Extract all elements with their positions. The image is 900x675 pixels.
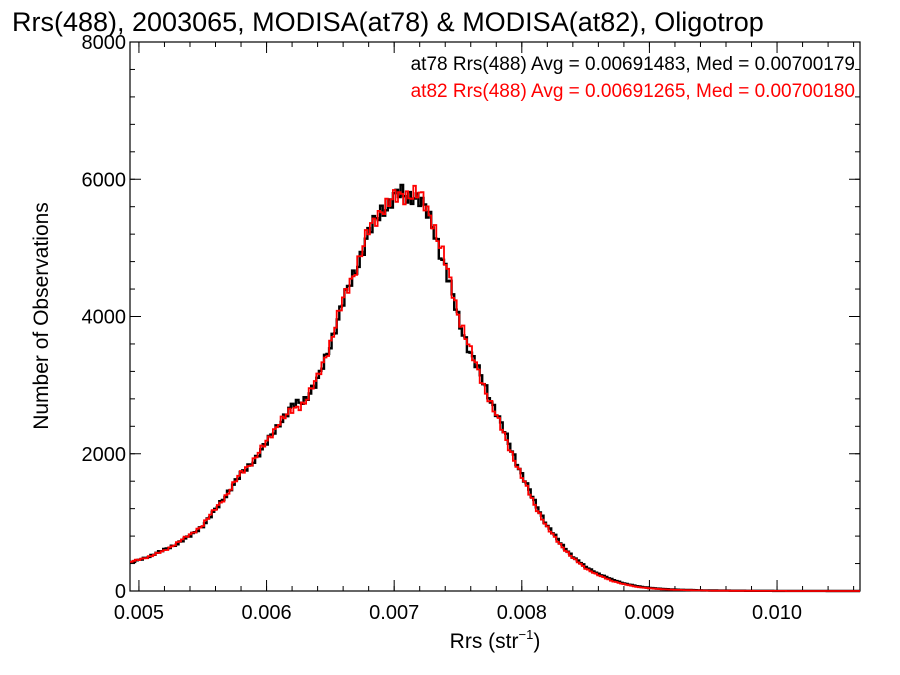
- x-axis-label-superscript: −1: [519, 627, 534, 642]
- y-tick-label: 6000: [82, 169, 127, 191]
- y-tick-label: 0: [115, 581, 126, 603]
- y-tick-label: 4000: [82, 307, 127, 329]
- x-tick-label: 0.010: [752, 602, 802, 624]
- x-tick-label: 0.006: [242, 602, 292, 624]
- chart-title: Rrs(488), 2003065, MODISA(at78) & MODISA…: [12, 7, 764, 37]
- y-tick-label: 2000: [82, 444, 127, 466]
- x-tick-label: 0.007: [369, 602, 419, 624]
- y-tick-label: 8000: [82, 32, 127, 54]
- x-axis-label-main: Rrs (str: [450, 630, 519, 653]
- x-tick-label: 0.009: [624, 602, 674, 624]
- legend-entry-at82: at82 Rrs(488) Avg = 0.00691265, Med = 0.…: [411, 81, 855, 102]
- series-at78-line: [130, 183, 860, 593]
- series-at82-line: [130, 184, 860, 592]
- x-axis-label: Rrs (str−1): [450, 627, 541, 653]
- y-axis: 0 2000 4000 6000 8000: [82, 32, 860, 603]
- x-tick-label: 0.008: [497, 602, 547, 624]
- legend-entry-at78: at78 Rrs(488) Avg = 0.00691483, Med = 0.…: [411, 54, 855, 75]
- x-tick-label: 0.005: [114, 602, 164, 624]
- y-axis-label: Number of Observations: [30, 202, 53, 430]
- x-axis-label-close: ): [533, 630, 540, 653]
- plot-frame: [129, 41, 861, 592]
- x-axis: 0.005 0.006 0.007 0.008 0.009 0.010: [114, 42, 855, 624]
- series-layer: [130, 183, 860, 593]
